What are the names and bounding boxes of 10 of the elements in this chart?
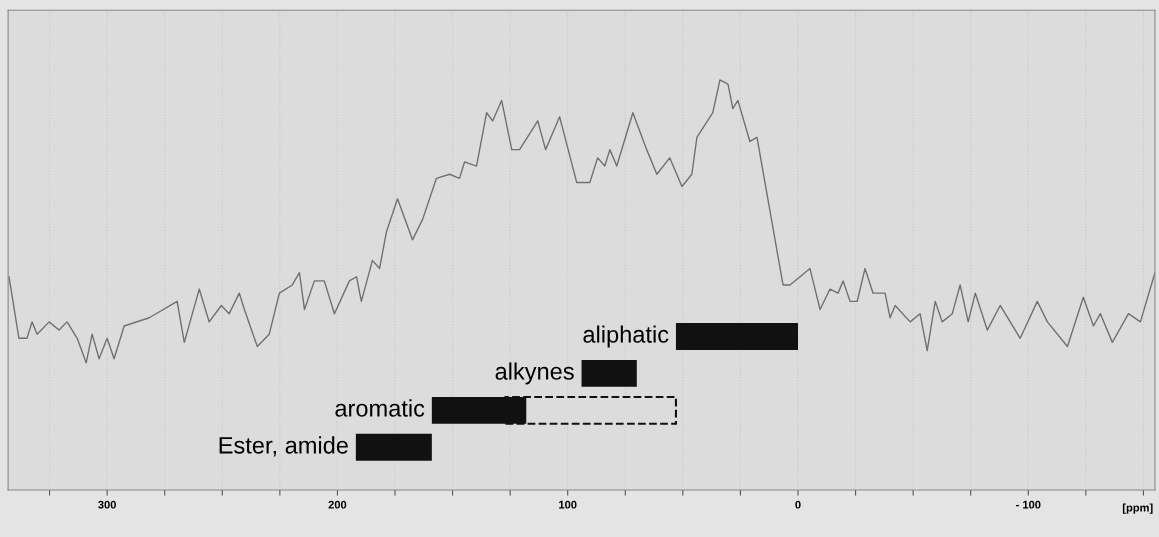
x-axis-title: [ppm] (1122, 503, 1153, 514)
x-tick-label: 300 (98, 500, 116, 509)
band-label: aliphatic (583, 325, 669, 348)
x-tick-label: 100 (559, 500, 577, 509)
band-label: Ester, amide (219, 436, 348, 457)
band-label: alkynes (495, 362, 574, 385)
band-label: aromatic (335, 399, 425, 417)
x-tick-label: 0 (795, 500, 801, 509)
x-tick-label: 200 (328, 500, 347, 509)
x-tick-label: - 100 (1016, 500, 1041, 509)
